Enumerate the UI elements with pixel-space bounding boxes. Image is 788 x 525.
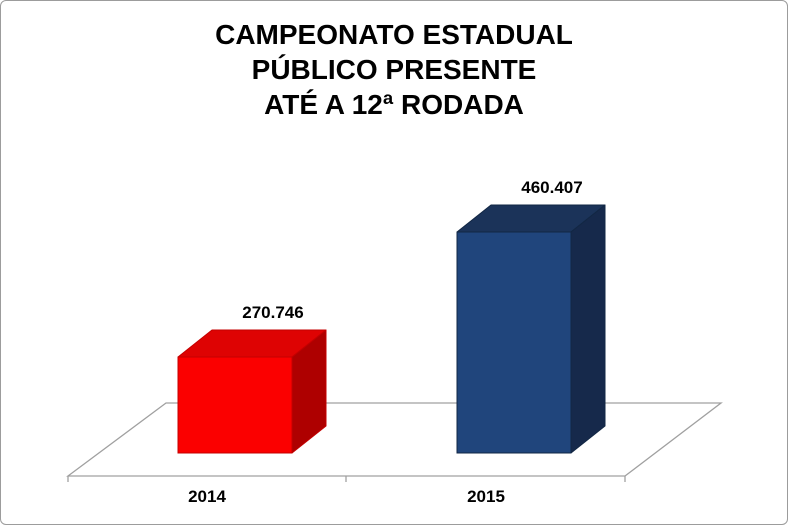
value-label-2015: 460.407 [521, 178, 582, 197]
chart-title: CAMPEONATO ESTADUAL PÚBLICO PRESENTE ATÉ… [215, 19, 573, 120]
bar-2015-side-face [570, 204, 606, 454]
bar-2015-front-face [456, 231, 572, 454]
x-axis-label-2014: 2014 [188, 487, 226, 506]
x-axis-label-2015: 2015 [467, 487, 505, 506]
value-label-2014: 270.746 [242, 303, 303, 322]
chart-floor [66, 402, 723, 477]
bar-2014-front-face [177, 356, 293, 454]
